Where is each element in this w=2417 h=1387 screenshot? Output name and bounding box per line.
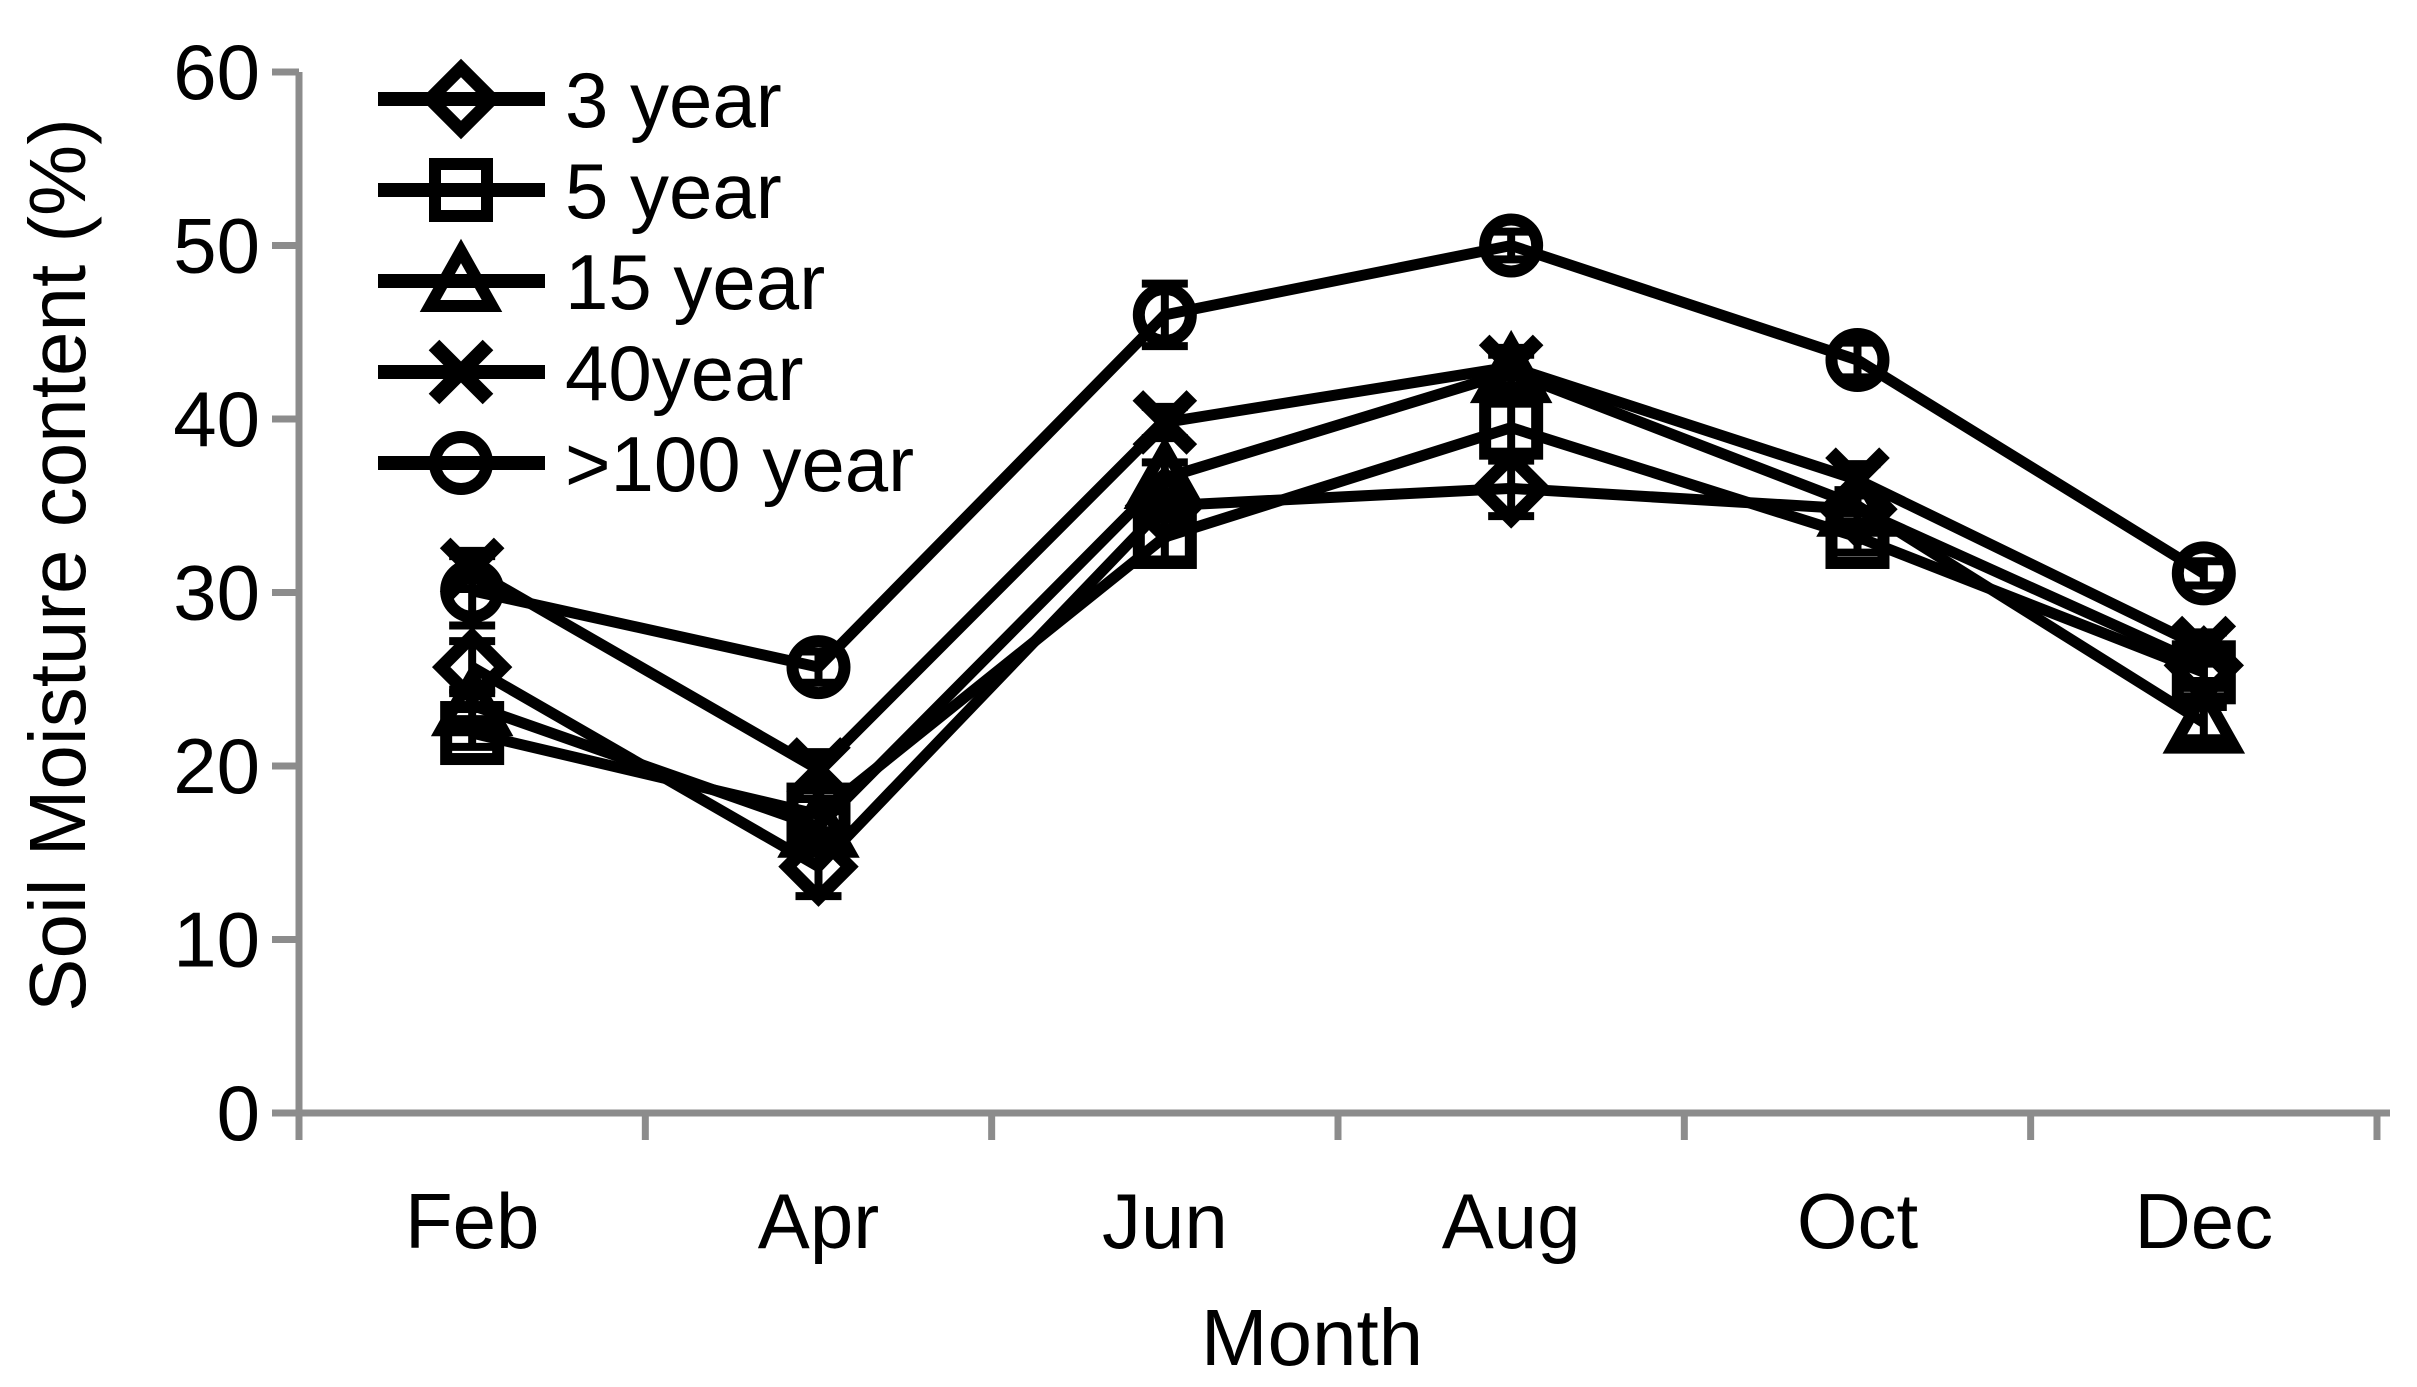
svg-text:Feb: Feb [405,1177,539,1265]
legend-label: >100 year [565,420,914,508]
series-100-year [440,213,2236,700]
legend-item-3: 15 year [378,238,825,326]
svg-text:Apr: Apr [758,1177,879,1265]
svg-text:30: 30 [173,549,260,637]
series-line [469,482,2207,874]
legend-item-5: >100 year [378,420,914,508]
legend-label: 5 year [565,147,782,235]
legend-item-4: 40year [378,329,804,417]
y-axis-title: Soil Moisture content (%) [13,118,102,1012]
x-axis-title: Month [1200,1293,1424,1382]
legend-label: 40year [565,329,804,417]
x-tick-labels: Feb Apr Jun Aug Oct Dec [405,1177,2273,1265]
series-40year [439,334,2237,802]
svg-text:Aug: Aug [1442,1177,1581,1265]
svg-text:Oct: Oct [1797,1177,1919,1265]
svg-text:60: 60 [173,28,260,116]
legend-label: 15 year [565,238,825,326]
legend-label: 3 year [565,56,782,144]
svg-text:Jun: Jun [1102,1177,1228,1265]
series-15-year [430,329,2246,858]
series-3-year [431,448,2245,907]
svg-text:50: 50 [173,202,260,290]
series-line [470,239,2207,674]
svg-text:Dec: Dec [2134,1177,2273,1265]
svg-text:0: 0 [217,1069,260,1157]
legend-item-1: 3 year [378,56,782,144]
y-tick-labels: 0 10 20 30 40 50 60 [173,28,260,1157]
axes [272,68,2390,1140]
legend-item-2: 5 year [378,147,782,235]
svg-text:20: 20 [173,722,260,810]
svg-text:10: 10 [173,896,260,984]
series-line [469,361,2207,777]
series-line [470,366,2207,834]
svg-text:40: 40 [173,375,260,463]
